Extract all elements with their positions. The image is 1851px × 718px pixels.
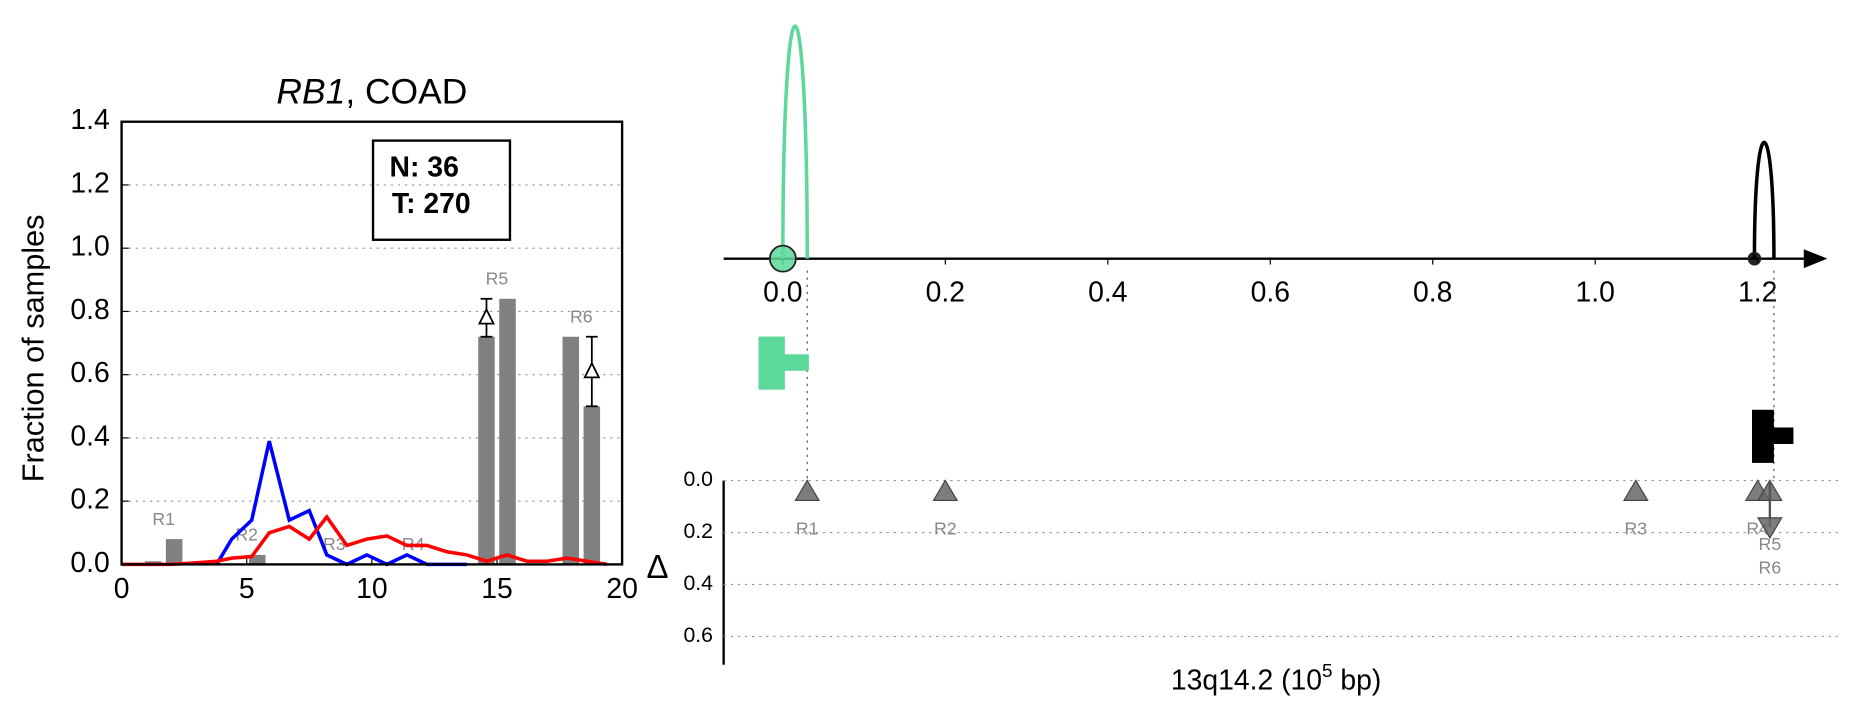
series-line xyxy=(215,440,467,567)
x-tick-label: 0 xyxy=(114,573,130,605)
region-label: R1 xyxy=(796,519,819,539)
x-tick-label: 5 xyxy=(239,573,255,605)
peak-anchor xyxy=(1747,251,1762,266)
region-label: R2 xyxy=(934,519,957,539)
x-tick-label: 0.8 xyxy=(1413,277,1452,309)
x-axis-label: 13q14.2 (105 bp) xyxy=(1171,661,1382,697)
annotation: T: 270 xyxy=(392,188,471,220)
y-tick-label: 0.2 xyxy=(683,519,713,543)
y-tick-label: 1.0 xyxy=(70,231,109,263)
axis-arrow xyxy=(1803,249,1828,269)
series-line xyxy=(121,514,608,567)
y-tick-label: 0.6 xyxy=(70,357,109,389)
annotation-box xyxy=(371,139,512,241)
bar xyxy=(478,336,495,565)
y-tick-label: 0.2 xyxy=(70,484,109,516)
title-rest: , COAD xyxy=(345,72,467,112)
bar xyxy=(499,298,516,565)
peak-anchor xyxy=(768,244,797,273)
x-tick-label: 15 xyxy=(481,573,513,605)
delta-marker xyxy=(477,307,495,325)
y-tick-label: 0.0 xyxy=(70,547,109,579)
delta-marker xyxy=(794,479,821,502)
region-label: R6 xyxy=(1759,557,1782,577)
y-tick-label: 0.6 xyxy=(683,623,713,647)
gene-body xyxy=(758,336,785,390)
delta-marker xyxy=(583,361,601,379)
y-tick-label: 1.4 xyxy=(70,104,109,136)
peak xyxy=(1752,140,1776,259)
y-tick-label: 0.4 xyxy=(70,420,109,452)
delta-marker xyxy=(932,479,959,502)
x-tick-label: 0.4 xyxy=(1088,277,1127,309)
delta-marker xyxy=(1757,517,1783,540)
chart-title: RB1, COAD xyxy=(276,72,467,112)
title-gene: RB1 xyxy=(276,72,345,112)
bar xyxy=(562,336,580,565)
bar xyxy=(583,406,601,565)
annotation: N: 36 xyxy=(390,151,459,183)
gene-arrow xyxy=(1772,427,1794,444)
x-label-exponent: 5 xyxy=(1322,661,1333,682)
region-label: R1 xyxy=(152,509,175,529)
region-label: R6 xyxy=(570,307,593,327)
x-tick-label: 20 xyxy=(606,573,638,605)
x-tick-label: 0.0 xyxy=(763,277,802,309)
x-label-part: 13q14.2 (10 xyxy=(1171,665,1322,697)
x-tick-label: 10 xyxy=(356,573,388,605)
x-label-part: bp) xyxy=(1333,665,1382,697)
delta-axis-label: Δ xyxy=(646,549,668,586)
y-tick-label: 0.8 xyxy=(70,294,109,326)
x-tick-label: 1.2 xyxy=(1738,277,1777,309)
region-label: R5 xyxy=(486,269,509,289)
delta-marker xyxy=(1622,479,1649,502)
region-label: R3 xyxy=(1625,519,1648,539)
gene-body xyxy=(1751,409,1774,463)
x-tick-label: 0.2 xyxy=(926,277,965,309)
y-tick-label: 0.0 xyxy=(683,467,713,491)
y-tick-label: 1.2 xyxy=(70,167,109,199)
bar xyxy=(165,539,183,565)
plot-frame xyxy=(120,120,624,566)
gene-arrow xyxy=(783,354,809,371)
x-tick-label: 0.6 xyxy=(1251,277,1290,309)
y-tick-label: 0.4 xyxy=(683,571,713,595)
y-axis-label: Fraction of samples xyxy=(16,214,51,482)
region-label: R5 xyxy=(1759,534,1782,554)
region-label: R3 xyxy=(323,534,346,554)
x-tick-label: 1.0 xyxy=(1576,277,1615,309)
bar xyxy=(248,554,266,565)
peak xyxy=(781,24,810,259)
